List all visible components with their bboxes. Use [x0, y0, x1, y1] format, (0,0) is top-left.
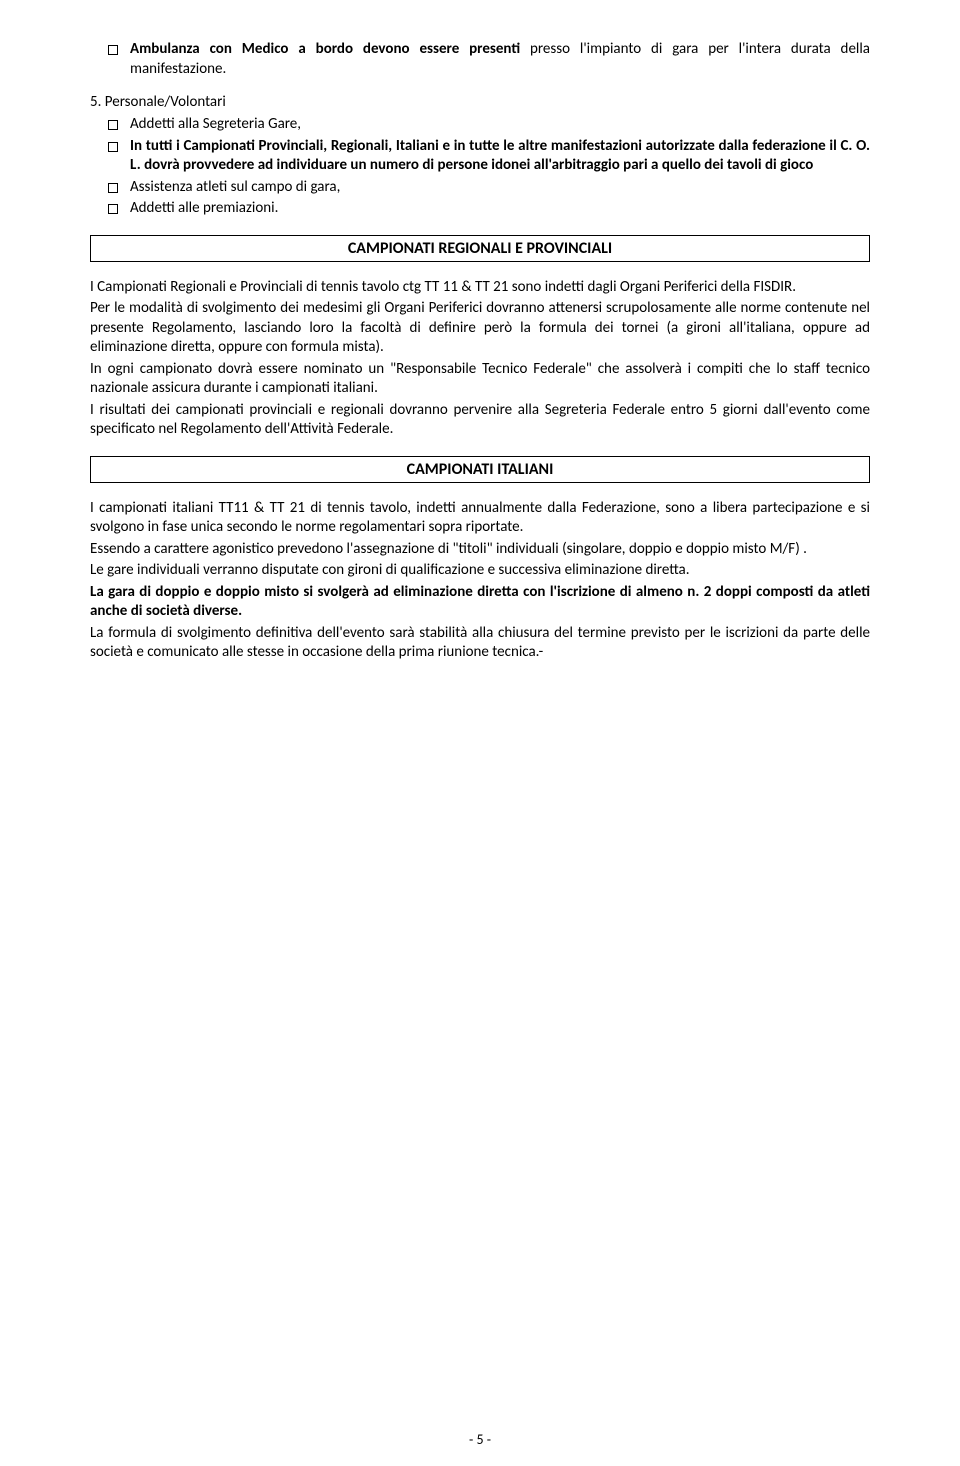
bullet-campionati-text: In tutti i Campionati Provinciali, Regio…	[130, 137, 870, 175]
para-r3: In ogni campionato dovrà essere nominato…	[90, 360, 870, 399]
title-regionali: CAMPIONATI REGIONALI E PROVINCIALI	[90, 235, 870, 262]
bullet-campionati-bold: In tutti i Campionati Provinciali, Regio…	[108, 137, 870, 176]
page-number: - 5 -	[0, 1431, 960, 1448]
bullet-premiazioni: Addetti alle premiazioni.	[108, 199, 870, 219]
bullet-assistenza: Assistenza atleti sul campo di gara,	[108, 178, 870, 198]
bullet-premiazioni-text: Addetti alle premiazioni.	[130, 199, 278, 217]
para-i4-bold: La gara di doppio e doppio misto si svol…	[90, 583, 870, 622]
para-i1: I campionati italiani TT11 & TT 21 di te…	[90, 499, 870, 538]
section-5-heading: 5. Personale/Volontari	[90, 93, 870, 111]
bullet-ambulanza: Ambulanza con Medico a bordo devono esse…	[108, 40, 870, 79]
para-r4: I risultati dei campionati provinciali e…	[90, 401, 870, 440]
title-italiani: CAMPIONATI ITALIANI	[90, 456, 870, 483]
bullet-list-section5: Addetti alla Segreteria Gare, In tutti i…	[90, 115, 870, 219]
para-block-italiani: I campionati italiani TT11 & TT 21 di te…	[90, 499, 870, 663]
para-i5: La formula di svolgimento definitiva del…	[90, 624, 870, 663]
para-r2: Per le modalità di svolgimento dei medes…	[90, 299, 870, 358]
para-i2: Essendo a carattere agonistico prevedono…	[90, 540, 870, 560]
bullet-segreteria: Addetti alla Segreteria Gare,	[108, 115, 870, 135]
para-r1: I Campionati Regionali e Provinciali di …	[90, 278, 870, 298]
bullet-ambulanza-bold: Ambulanza con Medico a bordo devono esse…	[130, 40, 520, 58]
para-i3: Le gare individuali verranno disputate c…	[90, 561, 870, 581]
bullet-list-top: Ambulanza con Medico a bordo devono esse…	[90, 40, 870, 79]
document-page: Ambulanza con Medico a bordo devono esse…	[0, 0, 960, 1466]
bullet-assistenza-text: Assistenza atleti sul campo di gara,	[130, 178, 340, 196]
para-block-regionali: I Campionati Regionali e Provinciali di …	[90, 278, 870, 440]
bullet-segreteria-text: Addetti alla Segreteria Gare,	[130, 115, 301, 133]
